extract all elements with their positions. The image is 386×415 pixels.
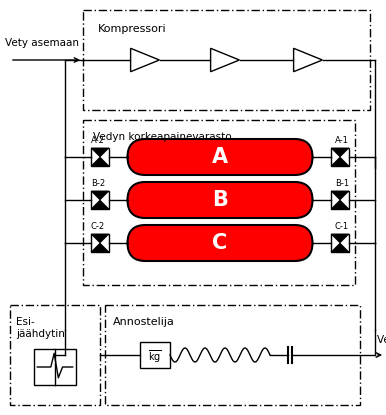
Text: Esi-
jäähdytin: Esi- jäähdytin <box>16 317 65 339</box>
Text: Annostelija: Annostelija <box>113 317 175 327</box>
Text: B-2: B-2 <box>91 179 105 188</box>
Bar <box>91 148 109 166</box>
Polygon shape <box>331 191 349 200</box>
Text: C-1: C-1 <box>335 222 349 231</box>
Bar <box>331 234 349 252</box>
Bar <box>140 342 170 368</box>
Text: B: B <box>212 190 228 210</box>
Circle shape <box>127 182 164 218</box>
Polygon shape <box>331 243 349 252</box>
Bar <box>34 349 76 385</box>
Polygon shape <box>331 157 349 166</box>
Text: Vedyn korkeapainevarasto: Vedyn korkeapainevarasto <box>93 132 232 142</box>
Polygon shape <box>91 243 109 252</box>
Polygon shape <box>331 148 349 157</box>
Polygon shape <box>91 234 109 243</box>
Circle shape <box>276 182 313 218</box>
Polygon shape <box>91 200 109 209</box>
Text: C-2: C-2 <box>91 222 105 231</box>
Polygon shape <box>331 234 349 243</box>
Bar <box>331 148 349 166</box>
Circle shape <box>127 225 164 261</box>
Bar <box>91 234 109 252</box>
Bar <box>146 225 295 261</box>
Text: B-1: B-1 <box>335 179 349 188</box>
Bar <box>83 120 355 285</box>
Bar <box>10 305 100 405</box>
Text: Kompressori: Kompressori <box>98 24 167 34</box>
Polygon shape <box>91 157 109 166</box>
Text: A-1: A-1 <box>335 136 349 145</box>
Polygon shape <box>91 191 109 200</box>
Bar <box>146 182 295 218</box>
Text: A-2: A-2 <box>91 136 105 145</box>
Text: Vety ajoneuvoon: Vety ajoneuvoon <box>377 335 386 345</box>
Circle shape <box>127 139 164 175</box>
Bar <box>105 305 360 405</box>
Bar <box>91 191 109 209</box>
Bar <box>331 191 349 209</box>
Polygon shape <box>91 148 109 157</box>
Text: $\overline{\mathregular{kg}}$: $\overline{\mathregular{kg}}$ <box>148 349 162 365</box>
Circle shape <box>276 225 313 261</box>
Text: A: A <box>212 147 228 167</box>
Text: C: C <box>212 233 228 253</box>
Bar <box>83 10 370 110</box>
Text: Vety asemaan: Vety asemaan <box>5 38 79 48</box>
Polygon shape <box>331 200 349 209</box>
Circle shape <box>276 139 313 175</box>
Bar <box>146 139 295 175</box>
